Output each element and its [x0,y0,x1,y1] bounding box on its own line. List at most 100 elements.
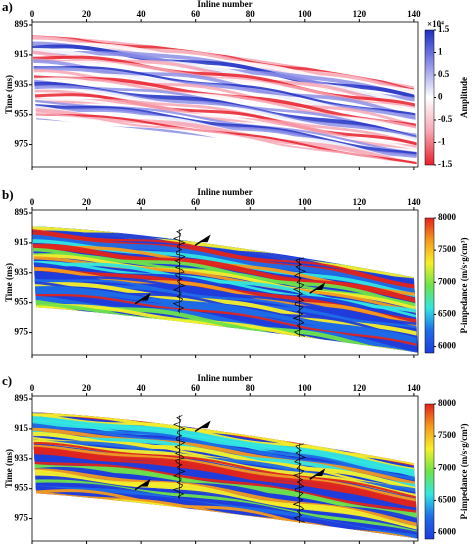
layer [32,99,417,155]
y-axis-label: Time (ms) [4,449,14,488]
x-tick-label: 60 [191,383,201,393]
x-axis-label: Inline number [197,373,252,383]
axes-frame [31,21,419,168]
y-tick-label: 915 [15,237,29,247]
colorbar-tick-label: 7000 [438,462,457,472]
panel-label: a) [2,0,13,14]
colorbar-tick-label: 7500 [438,430,457,440]
arrow [309,468,326,480]
layer [32,456,417,514]
arrow [134,292,151,305]
layer [32,88,417,143]
layer [32,416,417,474]
arrow [194,420,211,433]
y-tick-label: 935 [15,453,29,463]
x-tick-label: 100 [298,197,312,207]
x-tick-label: 140 [407,9,421,19]
y-tick-label: 975 [15,139,29,149]
y-tick-label: 935 [15,79,29,89]
x-tick-label: 80 [246,197,256,207]
colorbar-exponent: ×10⁴ [427,19,444,29]
x-tick-label: 0 [30,383,35,393]
arrow [194,234,211,247]
arrow [134,478,151,491]
layer [32,96,417,150]
x-tick-label: 40 [137,197,147,207]
x-tick-label: 0 [30,9,35,19]
panel-label: b) [2,187,14,202]
panel-label: c) [2,373,12,388]
layer [32,234,417,293]
colorbar [424,403,435,540]
x-tick-label: 80 [246,383,256,393]
seismic-image [32,412,418,539]
y-tick-label: 895 [15,19,29,29]
colorbar-tick-label: 6000 [438,527,457,537]
colorbar-tick-label: 6500 [438,494,457,504]
x-tick-label: 40 [137,9,147,19]
y-axis-label: Time (ms) [4,263,14,302]
layer [32,36,417,95]
colorbar-label: Amplitude [459,77,469,118]
x-tick-label: 40 [137,383,147,393]
layer [32,427,417,486]
colorbar-tick-label: 0 [438,92,443,102]
y-tick-label: 935 [15,267,29,277]
y-tick-label: 975 [15,327,29,337]
layer [32,419,417,476]
colorbar-tick-label: -1 [438,137,446,147]
layer [32,108,417,165]
seismic-image [32,35,418,165]
colorbar-tick-label: 8000 [438,398,457,408]
x-tick-label: 80 [246,9,256,19]
x-axis-label: Inline number [197,0,252,9]
y-tick-label: 895 [15,393,29,403]
layer [32,444,417,503]
y-axis-label: Time (ms) [4,75,14,114]
layer [32,60,417,112]
x-tick-label: 120 [353,9,367,19]
y-tick-label: 955 [15,483,29,493]
colorbar-tick-label: 1 [438,47,443,57]
colorbar-tick-label: 1.5 [438,24,450,34]
x-tick-label: 120 [353,383,367,393]
well-log [292,257,307,337]
x-tick-label: 100 [298,383,312,393]
colorbar-tick-label: 8000 [438,212,457,222]
axes-frame [31,395,419,542]
layer [32,278,417,329]
seismic-image [32,226,418,353]
x-tick-label: 140 [407,197,421,207]
y-tick-label: 955 [15,109,29,119]
x-tick-label: 60 [191,9,201,19]
colorbar-tick-label: -1.5 [438,159,453,169]
x-tick-label: 140 [407,383,421,393]
layer [32,412,417,471]
x-tick-label: 20 [82,383,92,393]
x-tick-label: 20 [82,9,92,19]
colorbar-tick-label: 6500 [438,308,457,318]
x-tick-label: 0 [30,197,35,207]
colorbar-tick-label: 7500 [438,244,457,254]
layer [32,229,417,287]
colorbar-label: P-impedance (m/s·g/cm³) [459,238,469,334]
y-tick-label: 895 [15,207,29,217]
y-tick-label: 915 [15,49,29,59]
layer [32,256,417,314]
colorbar-tick-label: -0.5 [438,114,453,124]
x-tick-label: 20 [82,197,92,207]
arrow [309,282,326,294]
x-tick-label: 60 [191,197,201,207]
well-log [172,229,186,313]
colorbar-tick-label: 6000 [438,341,457,351]
x-axis-label: Inline number [197,187,252,197]
x-tick-label: 120 [353,197,367,207]
x-tick-label: 100 [298,9,312,19]
colorbar-tick-label: 7000 [438,276,457,286]
layer [32,454,417,513]
layer [32,239,417,298]
colorbar-tick-label: 0.5 [438,69,450,79]
well-log [292,443,307,523]
layer [32,105,417,165]
